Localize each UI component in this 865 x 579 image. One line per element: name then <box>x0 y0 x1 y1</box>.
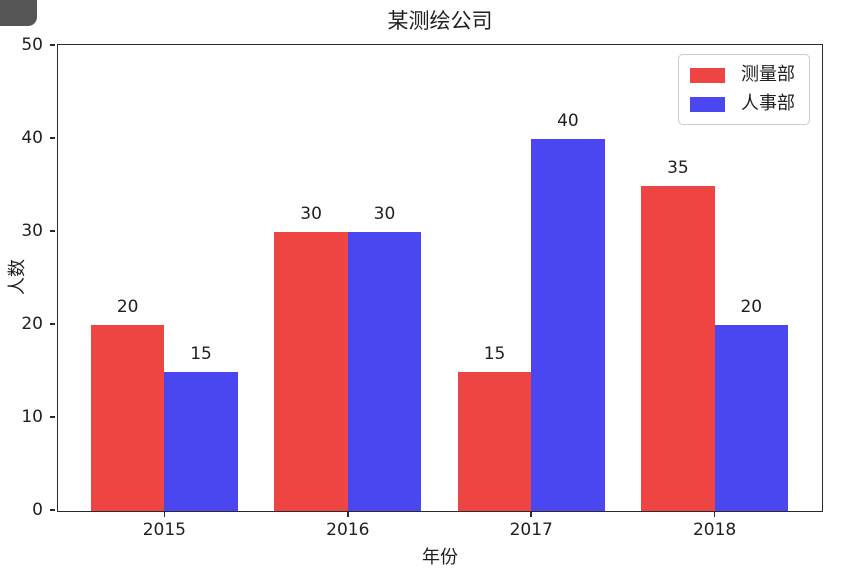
y-tick-label: 20 <box>21 314 43 334</box>
bar-2017-series1 <box>531 139 605 511</box>
x-tick-label: 2015 <box>142 520 186 540</box>
x-axis-label: 年份 <box>422 547 458 568</box>
bar-value-label: 30 <box>300 204 322 224</box>
bar-value-label: 40 <box>557 111 579 131</box>
legend-item-personnel-dept: 人事部 <box>690 94 795 114</box>
y-axis-label: 人数 <box>7 259 28 295</box>
x-tick-label: 2016 <box>326 520 370 540</box>
bar-2018-series0 <box>641 185 715 511</box>
x-tick-label: 2017 <box>509 520 553 540</box>
legend-item-surveying-dept: 测量部 <box>690 65 795 85</box>
y-tick <box>50 509 55 511</box>
bar-value-label: 20 <box>116 297 139 317</box>
y-tick <box>50 230 55 232</box>
y-tick-label: 50 <box>21 35 43 55</box>
y-tick-label: 0 <box>32 500 43 520</box>
bar-2017-series0 <box>457 371 532 511</box>
y-tick-label: 30 <box>21 221 43 241</box>
bar-value-label: 15 <box>190 343 212 364</box>
bar-2015-series0 <box>91 325 165 511</box>
x-tick <box>713 511 716 517</box>
legend-swatch-red <box>690 67 725 83</box>
overlay-corner-fragment <box>0 0 37 26</box>
legend-label-surveying-dept: 测量部 <box>741 64 795 85</box>
bar-value-label: 15 <box>483 343 506 364</box>
y-tick-label: 40 <box>21 128 43 148</box>
bar-2018-series1 <box>714 325 788 511</box>
bar-2015-series1 <box>164 371 238 511</box>
bar-value-label: 30 <box>373 204 396 224</box>
y-tick <box>50 323 55 325</box>
bar-2016-series1 <box>347 232 422 511</box>
y-tick-label: 10 <box>21 407 43 427</box>
x-tick <box>163 511 166 517</box>
x-tick-label: 2018 <box>692 520 737 540</box>
legend-label-personnel-dept: 人事部 <box>741 93 795 114</box>
chart-title: 某测绘公司 <box>387 9 493 33</box>
bar-value-label: 35 <box>667 157 689 178</box>
x-tick <box>530 511 532 517</box>
x-tick <box>347 511 349 517</box>
legend-swatch-blue <box>690 96 725 112</box>
y-tick <box>50 137 55 139</box>
bar-2016-series0 <box>274 232 348 511</box>
bar-value-label: 20 <box>740 297 763 317</box>
y-tick <box>50 416 55 418</box>
legend: 测量部 人事部 <box>678 54 810 125</box>
plot-area: 测量部 人事部 2015 20 15 2016 30 30 2017 15 40 2018 35 20… <box>21 35 823 540</box>
y-tick <box>50 44 55 46</box>
